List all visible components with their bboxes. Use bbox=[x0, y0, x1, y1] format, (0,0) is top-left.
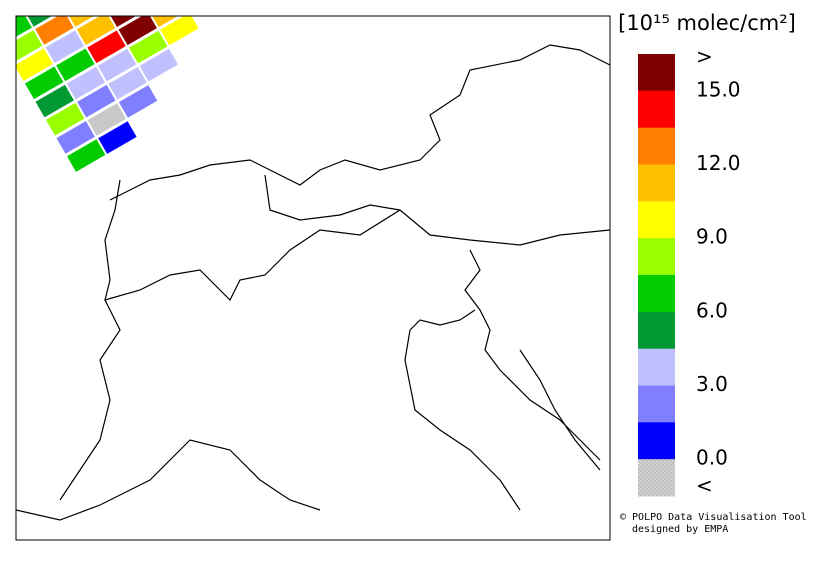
colorbar-box bbox=[638, 275, 675, 313]
colorbar-box bbox=[638, 311, 675, 350]
colorbar-tick-label: 0.0 bbox=[696, 446, 728, 470]
colorbar-box bbox=[638, 54, 675, 92]
colorbar-box bbox=[638, 348, 675, 386]
colorbar-box bbox=[638, 385, 675, 423]
colorbar-tick-label: 15.0 bbox=[696, 77, 741, 101]
colorbar-over-label: > bbox=[696, 45, 713, 69]
colorbar-tick-label: 3.0 bbox=[696, 372, 728, 396]
colorbar-title: [10¹⁵ molec/cm²] bbox=[618, 11, 796, 35]
credit: designed by EMPA bbox=[632, 524, 728, 535]
colorbar-tick-label: 12.0 bbox=[696, 151, 741, 175]
colorbar-under-label: < bbox=[696, 474, 713, 498]
credit: © POLPO Data Visualisation Tool bbox=[620, 512, 807, 523]
colorbar-box bbox=[638, 127, 675, 165]
colorbar-tick-label: 6.0 bbox=[696, 298, 728, 322]
colorbar-box bbox=[638, 164, 675, 202]
colorbar-box bbox=[638, 90, 675, 129]
colorbar-box bbox=[638, 201, 675, 239]
swath bbox=[16, 16, 199, 172]
colorbar-box bbox=[638, 459, 675, 497]
colorbar-tick-label: 9.0 bbox=[696, 225, 728, 249]
colorbar-box bbox=[638, 238, 675, 276]
borders bbox=[16, 44, 610, 521]
colorbar-box bbox=[638, 422, 675, 460]
map-frame bbox=[15, 15, 611, 541]
